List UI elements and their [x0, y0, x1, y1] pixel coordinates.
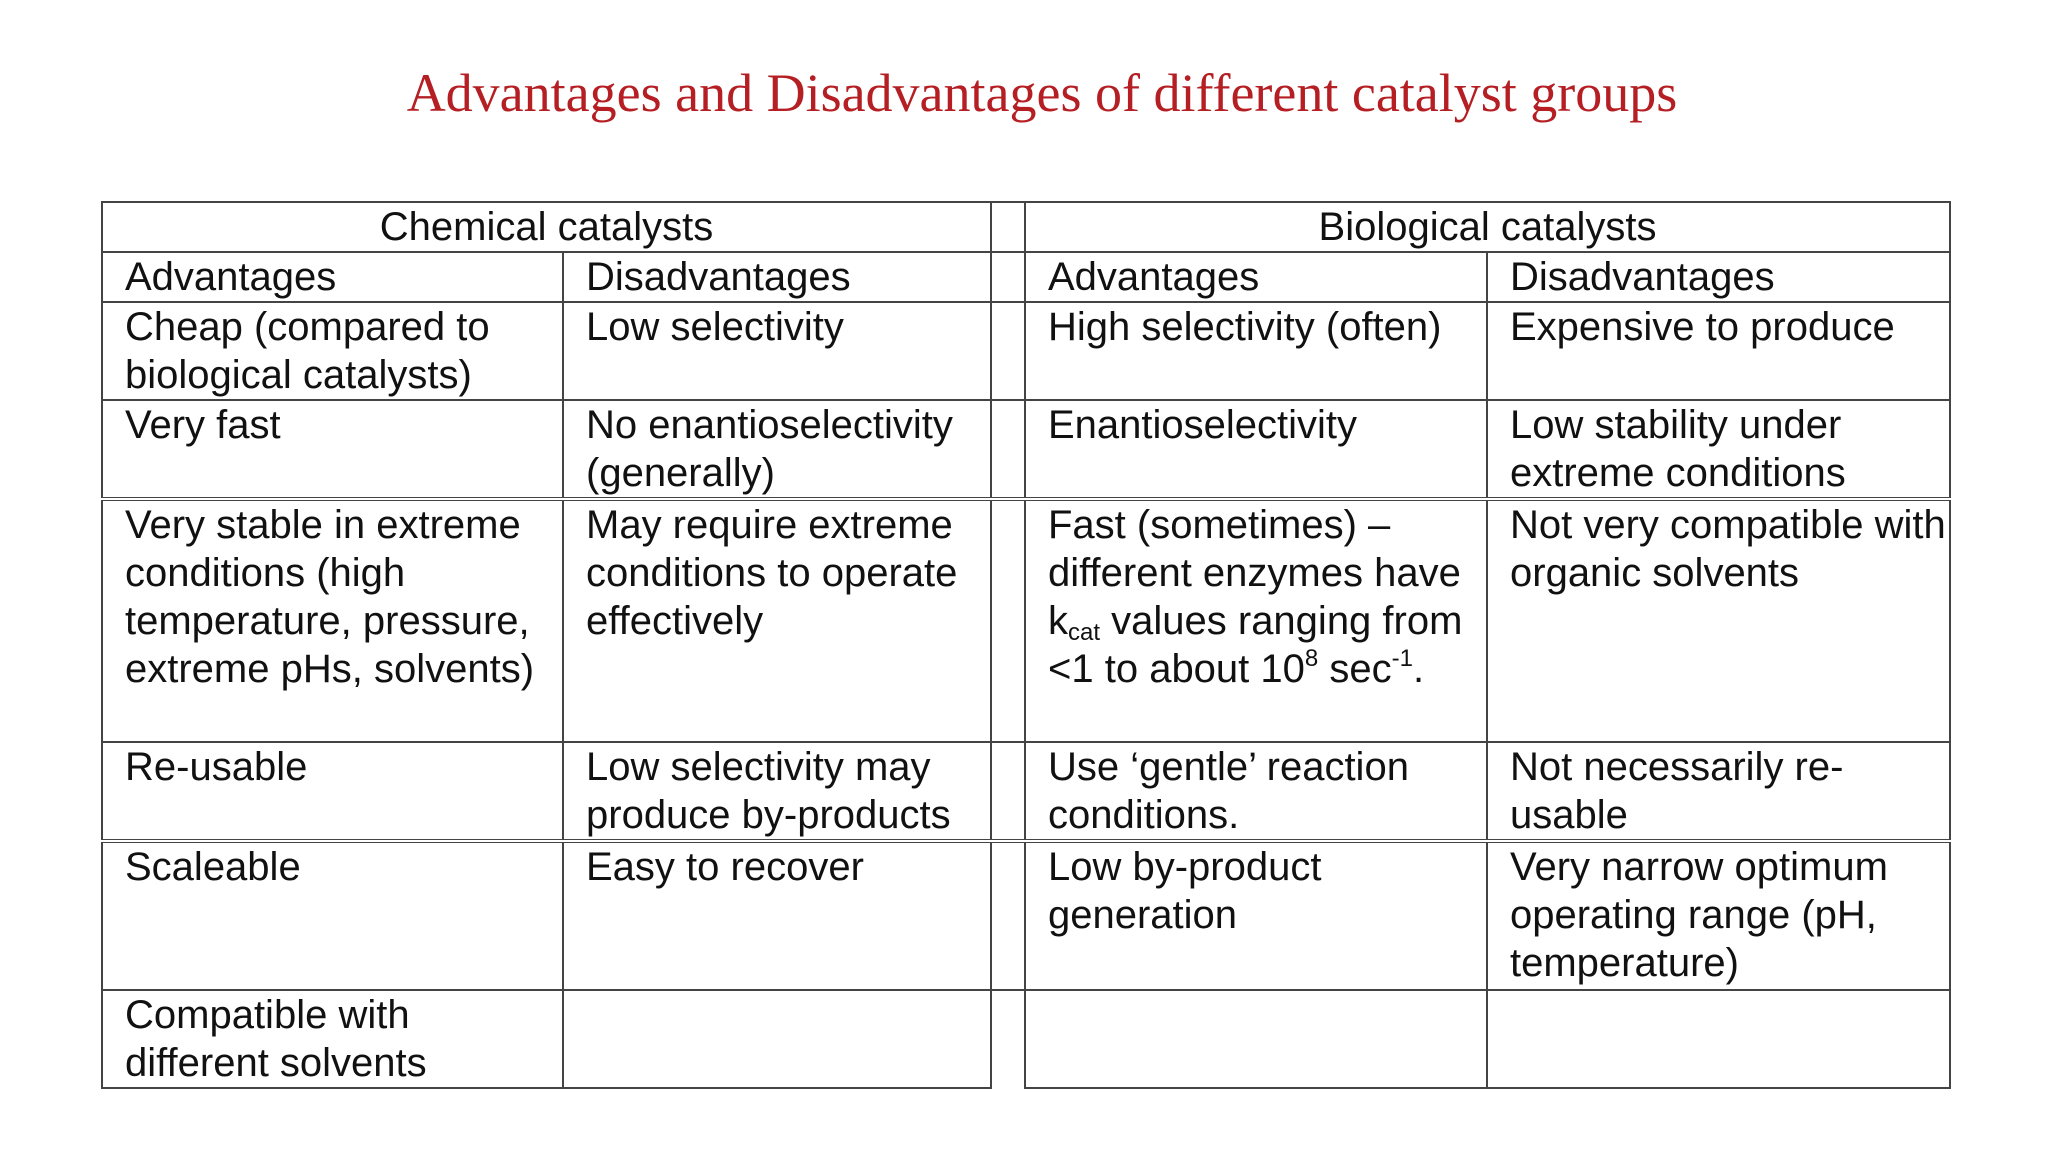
cell-biological-advantage [1024, 989, 1488, 1089]
cell-biological-disadvantage: Very narrow optimum operating range (pH,… [1486, 840, 1951, 991]
unit-superscript: -1 [1391, 645, 1413, 672]
group-header-row: Chemical catalysts Biological catalysts [101, 201, 1951, 253]
cell-biological-advantage: Enantioselectivity [1024, 399, 1488, 501]
table-row: Cheap (compared to biological catalysts)… [101, 301, 1951, 401]
cell-biological-disadvantage [1486, 989, 1951, 1089]
cell-biological-disadvantage: Not necessarily re-usable [1486, 741, 1951, 843]
kcat-text-part2: values ranging from <1 to about 10 [1048, 599, 1463, 691]
comparison-table: Chemical catalysts Biological catalysts … [101, 201, 1951, 1089]
cell-chemical-advantage: Scaleable [101, 840, 564, 991]
table-row: Very stable in extreme conditions (high … [101, 498, 1951, 743]
cell-chemical-disadvantage [562, 989, 992, 1089]
column-separator [990, 989, 1026, 1088]
kcat-subscript: cat [1068, 619, 1101, 646]
subheader-biological-disadvantages: Disadvantages [1486, 251, 1951, 303]
catalyst-comparison-table: Chemical catalysts Biological catalysts … [101, 201, 1951, 1089]
cell-biological-disadvantage: Low stability under extreme conditions [1486, 399, 1951, 501]
column-separator [990, 201, 1026, 253]
cell-chemical-disadvantage: No enantioselectivity (generally) [562, 399, 992, 501]
cell-chemical-advantage: Very stable in extreme conditions (high … [101, 498, 564, 743]
cell-biological-disadvantage: Expensive to produce [1486, 301, 1951, 401]
cell-chemical-disadvantage: Low selectivity may produce by-products [562, 741, 992, 843]
column-separator [990, 301, 1026, 401]
cell-chemical-advantage: Compatible with different solvents [101, 989, 564, 1089]
cell-chemical-disadvantage: Low selectivity [562, 301, 992, 401]
cell-biological-advantage: Use ‘gentle’ reaction conditions. [1024, 741, 1488, 843]
cell-chemical-advantage: Cheap (compared to biological catalysts) [101, 301, 564, 401]
cell-biological-advantage: High selectivity (often) [1024, 301, 1488, 401]
subheader-chemical-disadvantages: Disadvantages [562, 251, 992, 303]
column-separator [990, 498, 1026, 743]
cell-chemical-advantage: Re-usable [101, 741, 564, 843]
kcat-text-part1: Fast (sometimes) – different enzymes hav… [1048, 503, 1461, 643]
cell-chemical-advantage: Very fast [101, 399, 564, 501]
table-row: Very fast No enantioselectivity (general… [101, 399, 1951, 501]
table-row: Scaleable Easy to recover Low by-product… [101, 840, 1951, 991]
cell-biological-advantage: Low by-product generation [1024, 840, 1488, 991]
cell-biological-advantage: Fast (sometimes) – different enzymes hav… [1024, 498, 1488, 743]
cell-chemical-disadvantage: May require extreme conditions to operat… [562, 498, 992, 743]
column-separator [990, 741, 1026, 843]
subheader-biological-advantages: Advantages [1024, 251, 1488, 303]
kcat-text-part3: sec [1318, 647, 1392, 691]
column-separator [990, 840, 1026, 991]
column-separator [990, 251, 1026, 303]
exponent-superscript: 8 [1304, 645, 1319, 672]
cell-biological-disadvantage: Not very compatible with organic solvent… [1486, 498, 1951, 743]
column-separator [990, 399, 1026, 501]
subheader-row: Advantages Disadvantages Advantages Disa… [101, 251, 1951, 303]
table-row: Compatible with different solvents [101, 989, 1951, 1089]
cell-chemical-disadvantage: Easy to recover [562, 840, 992, 991]
group-header-chemical: Chemical catalysts [101, 201, 992, 253]
kcat-text-part4: . [1412, 647, 1425, 691]
page-title: Advantages and Disadvantages of differen… [406, 63, 1678, 123]
group-header-biological: Biological catalysts [1024, 201, 1951, 253]
subheader-chemical-advantages: Advantages [101, 251, 564, 303]
table-row: Re-usable Low selectivity may produce by… [101, 741, 1951, 843]
